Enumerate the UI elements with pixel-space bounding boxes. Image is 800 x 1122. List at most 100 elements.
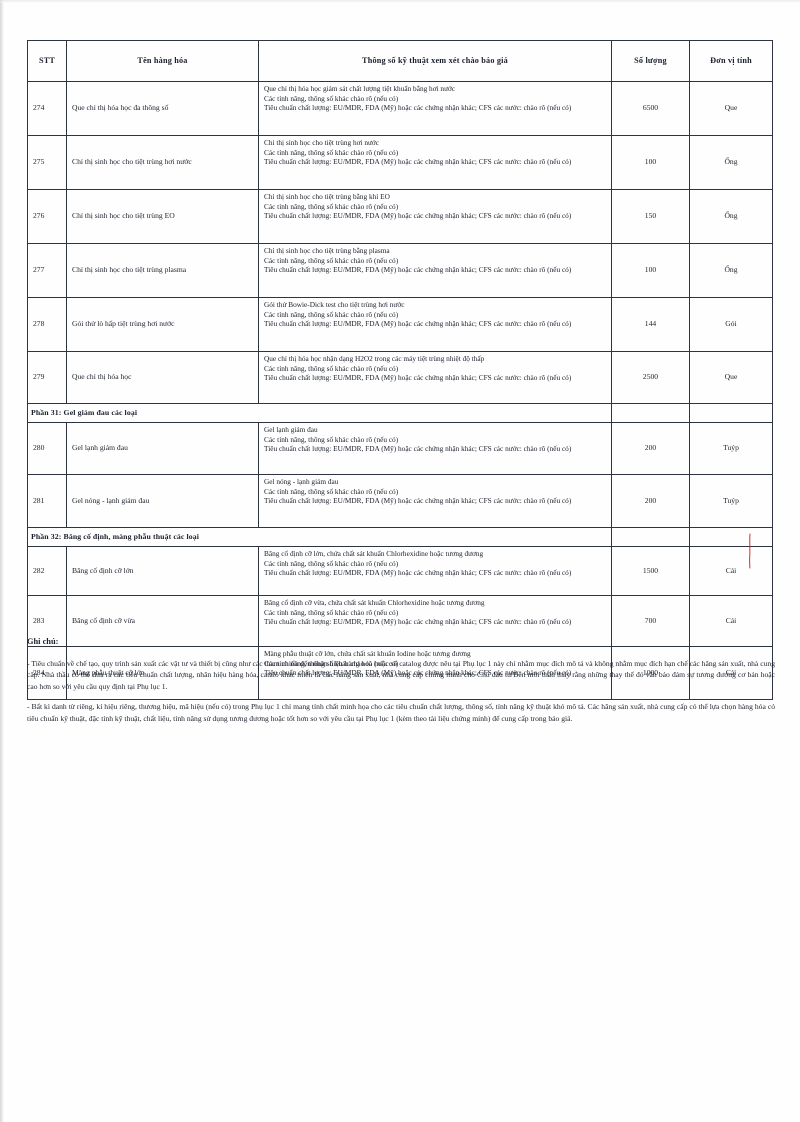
cell-name: Chỉ thị sinh học cho tiệt trùng EO bbox=[66, 189, 259, 244]
cell-name: Que chỉ thị hóa học đa thông số bbox=[66, 81, 259, 136]
cell-spec: Que chỉ thị hóa học nhận dạng H2O2 trong… bbox=[258, 351, 612, 404]
cell-qty: 2500 bbox=[611, 351, 690, 404]
cell-name: Chỉ thị sinh học cho tiệt trùng hơi nước bbox=[66, 135, 259, 190]
spec-line: Tiêu chuẩn chất lượng: EU/MDR, FDA (Mỹ) … bbox=[264, 496, 572, 506]
table-body: 274 Que chỉ thị hóa học đa thông số Que … bbox=[27, 81, 773, 700]
cell-spec: Màng phẫu thuật cỡ lớn, chứa chất sát kh… bbox=[258, 646, 612, 700]
cell-stt: 279 bbox=[27, 351, 67, 404]
spec-line: Các tính năng, thông số khác chào rõ (nế… bbox=[264, 486, 399, 496]
cell-name: Màng phẫu thuật cỡ lớn bbox=[66, 646, 259, 700]
spec-line: Tiêu chuẩn chất lượng: EU/MDR, FDA (Mỹ) … bbox=[264, 373, 572, 383]
spec-line: Tiêu chuẩn chất lượng: EU/MDR, FDA (Mỹ) … bbox=[264, 211, 572, 221]
note-paragraph: - Tiêu chuẩn về chế tạo, quy trình sản x… bbox=[27, 658, 775, 691]
column-header-name: Tên hàng hóa bbox=[66, 40, 259, 82]
cell-unit: Ống bbox=[689, 189, 773, 244]
spec-line: Que chỉ thị hóa học giám sát chất lượng … bbox=[264, 84, 456, 93]
section-header-row-31: Phần 31: Gel giảm đau các loại bbox=[27, 403, 773, 423]
spec-line: Các tính năng, thông số khác chào rõ (nế… bbox=[264, 363, 399, 373]
cell-stt: 276 bbox=[27, 189, 67, 244]
spec-line: Các tính năng, thông số khác chào rõ (nế… bbox=[264, 434, 399, 444]
spec-line: Chỉ thị sinh học cho tiệt trùng bằng khí… bbox=[264, 192, 390, 201]
cell-stt: 275 bbox=[27, 135, 67, 190]
spec-line: Gel nóng - lạnh giảm đau bbox=[264, 477, 339, 486]
spec-line: Tiêu chuẩn chất lượng: EU/MDR, FDA (Mỹ) … bbox=[264, 265, 572, 275]
cell-qty: 144 bbox=[611, 297, 690, 352]
cell-stt: 277 bbox=[27, 243, 67, 298]
cell-qty: 6500 bbox=[611, 81, 690, 136]
spec-line: Các tính năng, thông số khác chào rõ (nế… bbox=[264, 558, 399, 568]
spec-line: Băng cố định cỡ lớn, chứa chất sát khuẩn… bbox=[264, 549, 484, 558]
cell-qty: 1000 bbox=[611, 646, 690, 700]
cell-stt: 283 bbox=[27, 595, 67, 647]
section-label: Phần 31: Gel giảm đau các loại bbox=[27, 403, 612, 423]
table-row: 279 Que chỉ thị hóa học Que chỉ thị hóa … bbox=[27, 351, 773, 404]
cell-unit: Tuýp bbox=[689, 422, 773, 475]
cell-qty: 100 bbox=[611, 243, 690, 298]
table-row: 277 Chỉ thị sinh học cho tiệt trùng plas… bbox=[27, 243, 773, 298]
cell-spec: Chỉ thị sinh học cho tiệt trùng bằng khí… bbox=[258, 189, 612, 244]
spec-line: Các tính năng, thông số khác chào rõ (nế… bbox=[264, 309, 399, 319]
table-row: 280 Gel lạnh giảm đau Gel lạnh giảm đau … bbox=[27, 422, 773, 475]
column-header-stt: STT bbox=[27, 40, 67, 82]
table-row: 284 Màng phẫu thuật cỡ lớn Màng phẫu thu… bbox=[27, 646, 773, 700]
cell-name: Gel lạnh giảm đau bbox=[66, 422, 259, 475]
spec-line: Tiêu chuẩn chất lượng: EU/MDR, FDA (Mỹ) … bbox=[264, 444, 572, 454]
table-row: 281 Gel nóng - lạnh giảm đau Gel nóng - … bbox=[27, 474, 773, 528]
note-paragraph: - Bất kì danh từ riêng, kí hiệu riêng, t… bbox=[27, 702, 775, 723]
cell-stt: 281 bbox=[27, 474, 67, 528]
spec-line: Tiêu chuẩn chất lượng: EU/MDR, FDA (Mỹ) … bbox=[264, 617, 572, 627]
table-row: 283 Băng cố định cỡ vừa Băng cố định cỡ … bbox=[27, 595, 773, 647]
cell-spec: Chỉ thị sinh học cho tiệt trùng bằng pla… bbox=[258, 243, 612, 298]
cell-qty: 700 bbox=[611, 595, 690, 647]
cell-stt: 274 bbox=[27, 81, 67, 136]
section-qty-empty bbox=[611, 527, 690, 547]
cell-spec: Gói thử Bowie-Dick test cho tiệt trùng h… bbox=[258, 297, 612, 352]
cell-name: Gói thử lò hấp tiệt trùng hơi nước bbox=[66, 297, 259, 352]
section-unit-empty bbox=[689, 403, 773, 423]
scan-edge-artifact-top bbox=[0, 0, 800, 3]
notes-heading: Ghi chú: bbox=[27, 637, 59, 646]
cell-qty: 200 bbox=[611, 474, 690, 528]
table-row: 278 Gói thử lò hấp tiệt trùng hơi nước G… bbox=[27, 297, 773, 352]
cell-name: Chỉ thị sinh học cho tiệt trùng plasma bbox=[66, 243, 259, 298]
cell-unit: Que bbox=[689, 351, 773, 404]
table-header-row: STT Tên hàng hóa Thông số kỹ thuật xem x… bbox=[27, 40, 773, 82]
cell-name: Que chỉ thị hóa học bbox=[66, 351, 259, 404]
cell-stt: 280 bbox=[27, 422, 67, 475]
spec-line: Các tính năng, thông số khác chào rõ (nế… bbox=[264, 93, 399, 103]
spec-line: Các tính năng, thông số khác chào rõ (nế… bbox=[264, 607, 399, 617]
cell-spec: Gel nóng - lạnh giảm đau Các tính năng, … bbox=[258, 474, 612, 528]
spec-line: Tiêu chuẩn chất lượng: EU/MDR, FDA (Mỹ) … bbox=[264, 568, 572, 578]
spec-line: Các tính năng, thông số khác chào rõ (nế… bbox=[264, 147, 399, 157]
cell-qty: 150 bbox=[611, 189, 690, 244]
notes-section: Ghi chú: - Tiêu chuẩn về chế tạo, quy tr… bbox=[27, 636, 775, 733]
table-row: 274 Que chỉ thị hóa học đa thông số Que … bbox=[27, 81, 773, 136]
spec-line: Chỉ thị sinh học cho tiệt trùng hơi nước bbox=[264, 138, 380, 147]
spec-line: Tiêu chuẩn chất lượng: EU/MDR, FDA (Mỹ) … bbox=[264, 103, 572, 113]
spec-line: Tiêu chuẩn chất lượng: EU/MDR, FDA (Mỹ) … bbox=[264, 319, 572, 329]
cell-spec: Chỉ thị sinh học cho tiệt trùng hơi nước… bbox=[258, 135, 612, 190]
spec-line: Gel lạnh giảm đau bbox=[264, 425, 318, 434]
cell-name: Gel nóng - lạnh giảm đau bbox=[66, 474, 259, 528]
cell-unit: Ống bbox=[689, 135, 773, 190]
cell-qty: 200 bbox=[611, 422, 690, 475]
cell-stt: 282 bbox=[27, 546, 67, 596]
scan-edge-artifact-left bbox=[0, 0, 4, 1122]
section-qty-empty bbox=[611, 403, 690, 423]
cell-spec: Gel lạnh giảm đau Các tính năng, thông s… bbox=[258, 422, 612, 475]
table-header: STT Tên hàng hóa Thông số kỹ thuật xem x… bbox=[27, 40, 773, 82]
cell-stt: 278 bbox=[27, 297, 67, 352]
cell-unit: Ống bbox=[689, 243, 773, 298]
cell-unit: Cái bbox=[689, 546, 773, 596]
table-row: 282 Băng cố định cỡ lớn Băng cố định cỡ … bbox=[27, 546, 773, 596]
cell-unit: Tuýp bbox=[689, 474, 773, 528]
cell-spec: Que chỉ thị hóa học giám sát chất lượng … bbox=[258, 81, 612, 136]
spec-line: Gói thử Bowie-Dick test cho tiệt trùng h… bbox=[264, 300, 405, 309]
section-unit-empty bbox=[689, 527, 773, 547]
cell-unit: Cái bbox=[689, 646, 773, 700]
goods-table: STT Tên hàng hóa Thông số kỹ thuật xem x… bbox=[27, 40, 773, 700]
cell-spec: Băng cố định cỡ lớn, chứa chất sát khuẩn… bbox=[258, 546, 612, 596]
spec-line: Các tính năng, thông số khác chào rõ (nế… bbox=[264, 658, 399, 668]
cell-unit: Gói bbox=[689, 297, 773, 352]
